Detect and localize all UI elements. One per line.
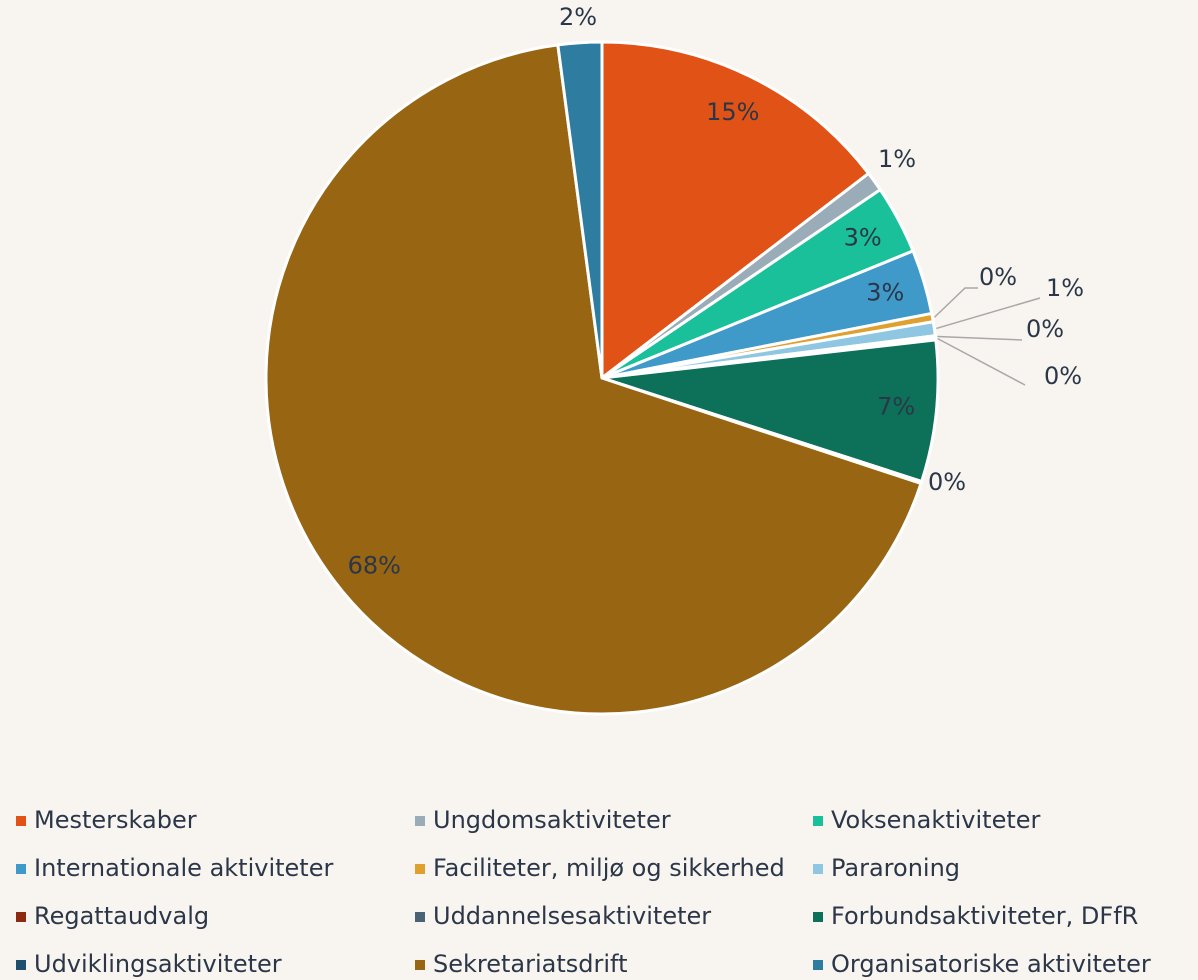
pie-slice [556,40,604,379]
slice-label: 0% [1026,315,1064,343]
legend-swatch [415,960,425,970]
legend-label: Pararoning [831,854,960,882]
slice-label: 3% [866,278,904,306]
slice-label: 0% [1044,362,1082,390]
legend-label: Organisatoriske aktiviteter [831,950,1151,978]
legend-label: Uddannelsesaktiviteter [433,902,711,930]
legend-swatch [16,816,26,826]
leader-line [937,335,1023,341]
legend-label: Internationale aktiviteter [34,854,333,882]
pie-slice [601,338,940,484]
slice-label: 0% [979,263,1017,291]
legend-swatch [415,816,425,826]
slice-label: 68% [348,552,401,580]
legend-swatch [813,960,823,970]
slice-label: 3% [844,223,882,251]
slice-label: 1% [878,145,916,173]
legend-swatch [415,864,425,874]
legend-label: Mesterskaber [34,806,197,834]
pie-slice [600,40,871,382]
legend-swatch [813,816,823,826]
slice-label: 2% [559,3,597,31]
legend-swatch [16,912,26,922]
legend-label: Faciliteter, miljø og sikkerhed [433,854,785,882]
legend-label: Regattaudvalg [34,902,209,930]
pie-slice [264,43,923,716]
legend-swatch [16,960,26,970]
slice-label: 7% [877,392,915,420]
legend-label: Sekretariatsdrift [433,950,627,978]
leader-line [936,297,1041,330]
slice-label: 0% [928,468,966,496]
slice-label: 15% [706,98,759,126]
legend-label: Ungdomsaktiviteter [433,806,671,834]
legend-label: Voksenaktiviteter [831,806,1041,834]
legend-swatch [16,864,26,874]
legend-label: Udviklingsaktiviteter [34,950,282,978]
slice-label: 1% [1046,274,1084,302]
leader-line [933,287,978,318]
legend-swatch [813,912,823,922]
legend-label: Forbundsaktiviteter, DFfR [831,902,1138,930]
legend-swatch [415,912,425,922]
leader-line [937,337,1026,386]
legend-swatch [813,864,823,874]
